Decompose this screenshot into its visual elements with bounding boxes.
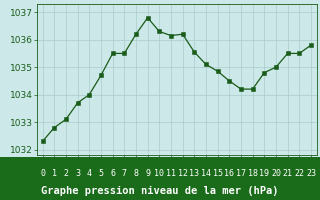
Text: 19: 19: [259, 169, 269, 178]
Text: 14: 14: [201, 169, 211, 178]
Text: 2: 2: [63, 169, 68, 178]
Text: 6: 6: [110, 169, 115, 178]
Text: 4: 4: [87, 169, 92, 178]
Text: Graphe pression niveau de la mer (hPa): Graphe pression niveau de la mer (hPa): [41, 186, 279, 196]
Text: 21: 21: [283, 169, 292, 178]
Text: 10: 10: [154, 169, 164, 178]
Text: 11: 11: [166, 169, 176, 178]
Text: 3: 3: [75, 169, 80, 178]
Text: 12: 12: [178, 169, 188, 178]
Text: 7: 7: [122, 169, 127, 178]
Text: 22: 22: [294, 169, 304, 178]
Text: 13: 13: [189, 169, 199, 178]
Text: 1: 1: [52, 169, 57, 178]
Text: 17: 17: [236, 169, 246, 178]
Text: 0: 0: [40, 169, 45, 178]
Text: 9: 9: [145, 169, 150, 178]
Text: 16: 16: [224, 169, 234, 178]
Text: 5: 5: [99, 169, 103, 178]
Text: 8: 8: [133, 169, 139, 178]
Text: 18: 18: [248, 169, 258, 178]
Text: 20: 20: [271, 169, 281, 178]
Text: 15: 15: [212, 169, 223, 178]
Text: 23: 23: [306, 169, 316, 178]
